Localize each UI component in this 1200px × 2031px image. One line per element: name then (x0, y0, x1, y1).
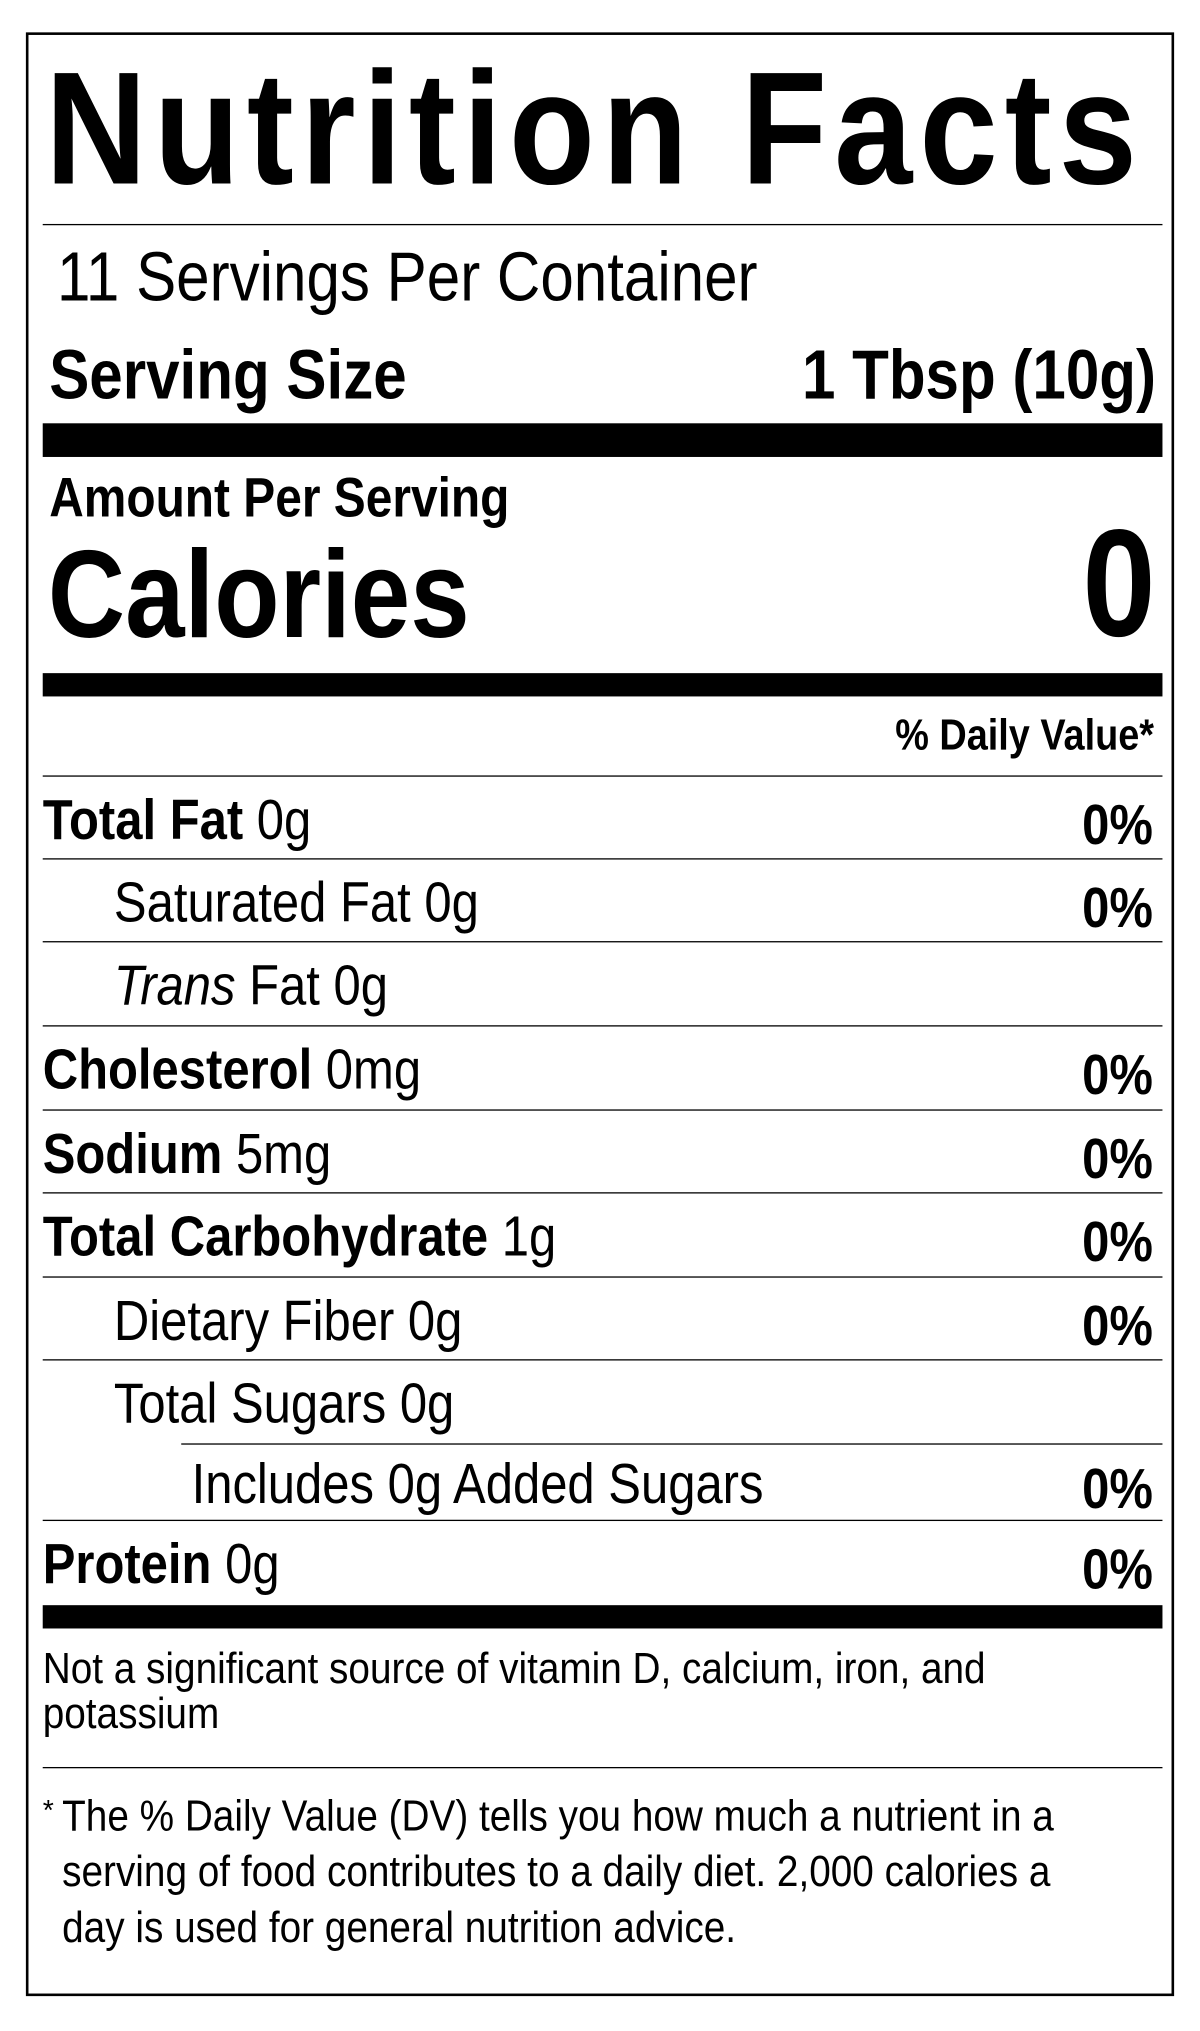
nutrient-dv: 0% (1082, 1457, 1154, 1522)
calories-value: 0 (1071, 507, 1156, 660)
title-text: Nutrition Facts (45, 39, 1145, 219)
nutrient-name: Total Sugars (113, 1372, 387, 1436)
nutrient-dv: 0% (1082, 1294, 1154, 1358)
servings-text: 11 Servings Per Container (56, 238, 758, 316)
nutrient-row-protein: Protein 0g 0% (43, 1521, 1154, 1604)
calories-value-text: 0 (1082, 498, 1156, 670)
nutrient-dv: 0% (1082, 793, 1154, 857)
divider (42, 1109, 1163, 1111)
title: Nutrition Facts (45, 41, 1200, 218)
nutrient-dv: 0% (1082, 1537, 1154, 1602)
not-significant-note: Not a significant source of vitamin D, c… (42, 1644, 986, 1739)
nutrient-dv: 0% (1082, 1127, 1154, 1191)
nutrient-dv: 0% (1082, 876, 1154, 940)
nutrient-name: Sodium (42, 1122, 223, 1186)
nutrient-name: Saturated Fat (113, 871, 411, 935)
serving-size-value: 1 Tbsp (10g) (744, 337, 1156, 415)
nutrient-amount: 0mg (325, 1038, 422, 1102)
nutrient-amount: 0g (424, 871, 479, 935)
nutrient-name: Total Fat (42, 788, 244, 852)
nutrient-name: Total Carbohydrate (42, 1205, 489, 1269)
divider (42, 1192, 1163, 1194)
calories-label-text: Calories (47, 525, 470, 665)
nutrient-amount: 0g (333, 954, 389, 1018)
servings-per-container: 11 Servings Per Container (57, 238, 872, 316)
nutrient-amount: 1g (501, 1205, 557, 1269)
nutrient-amount: 0g (225, 1532, 280, 1597)
nutrient-row-added-sugars: Includes 0g Added Sugars 0% (43, 1441, 1154, 1524)
serving-size-label-text: Serving Size (49, 336, 407, 415)
divider (42, 1025, 1163, 1027)
divider (42, 1766, 1163, 1769)
footnote-text: The % Daily Value (DV) tells you how muc… (62, 1791, 1054, 1953)
nutrient-name-suffix: Fat (249, 954, 320, 1018)
nutrient-name: Cholesterol (42, 1038, 313, 1102)
daily-value-header-text: % Daily Value* (894, 710, 1154, 760)
nutrient-row-total-carbohydrate: Total Carbohydrate 1g 0% (43, 1194, 1154, 1277)
divider (42, 941, 1163, 943)
divider (42, 858, 1163, 860)
nutrient-dv: 0% (1082, 1210, 1154, 1274)
nutrient-dv: 0% (1082, 1043, 1154, 1107)
nutrient-row-dietary-fiber: Dietary Fiber 0g 0% (43, 1278, 1153, 1361)
amount-per-serving-text: Amount Per Serving (49, 467, 510, 530)
nutrient-row-sodium: Sodium 5mg 0% (43, 1111, 1154, 1194)
divider (42, 1519, 1163, 1522)
divider (42, 775, 1163, 777)
nutrient-row-saturated-fat: Saturated Fat 0g 0% (43, 860, 1153, 943)
daily-value-header: % Daily Value* (852, 709, 1154, 761)
nutrient-name: Protein (42, 1532, 212, 1597)
divider (42, 1276, 1163, 1278)
serving-size-value-text: 1 Tbsp (10g) (801, 336, 1156, 415)
nutrient-name: Includes 0g Added Sugars (191, 1452, 764, 1516)
nutrient-amount: 0g (407, 1289, 463, 1353)
nutrient-name: Trans (113, 954, 236, 1018)
amount-per-serving: Amount Per Serving (49, 466, 584, 531)
nutrient-row-total-fat: Total Fat 0g 0% (43, 777, 1154, 860)
thick-divider (42, 423, 1163, 457)
calories-label: Calories (47, 525, 538, 665)
nutrient-name: Dietary Fiber (113, 1289, 395, 1353)
medium-divider (42, 1605, 1163, 1629)
serving-size-label: Serving Size (49, 337, 465, 415)
nutrient-amount: 5mg (235, 1122, 332, 1186)
nutrient-amount: 0g (256, 788, 312, 852)
divider (42, 1359, 1163, 1361)
divider (42, 223, 1163, 226)
nutrient-row-cholesterol: Cholesterol 0mg 0% (43, 1027, 1154, 1110)
divider (181, 1443, 1163, 1445)
nutrient-amount: 0g (399, 1372, 455, 1436)
footnote-marker: * (42, 1794, 54, 1827)
medium-divider (42, 673, 1163, 697)
nutrient-row-trans-fat: Trans Fat 0g (43, 942, 1154, 1025)
nutrient-row-total-sugars: Total Sugars 0g (43, 1361, 1154, 1444)
label-border (25, 32, 1175, 1997)
